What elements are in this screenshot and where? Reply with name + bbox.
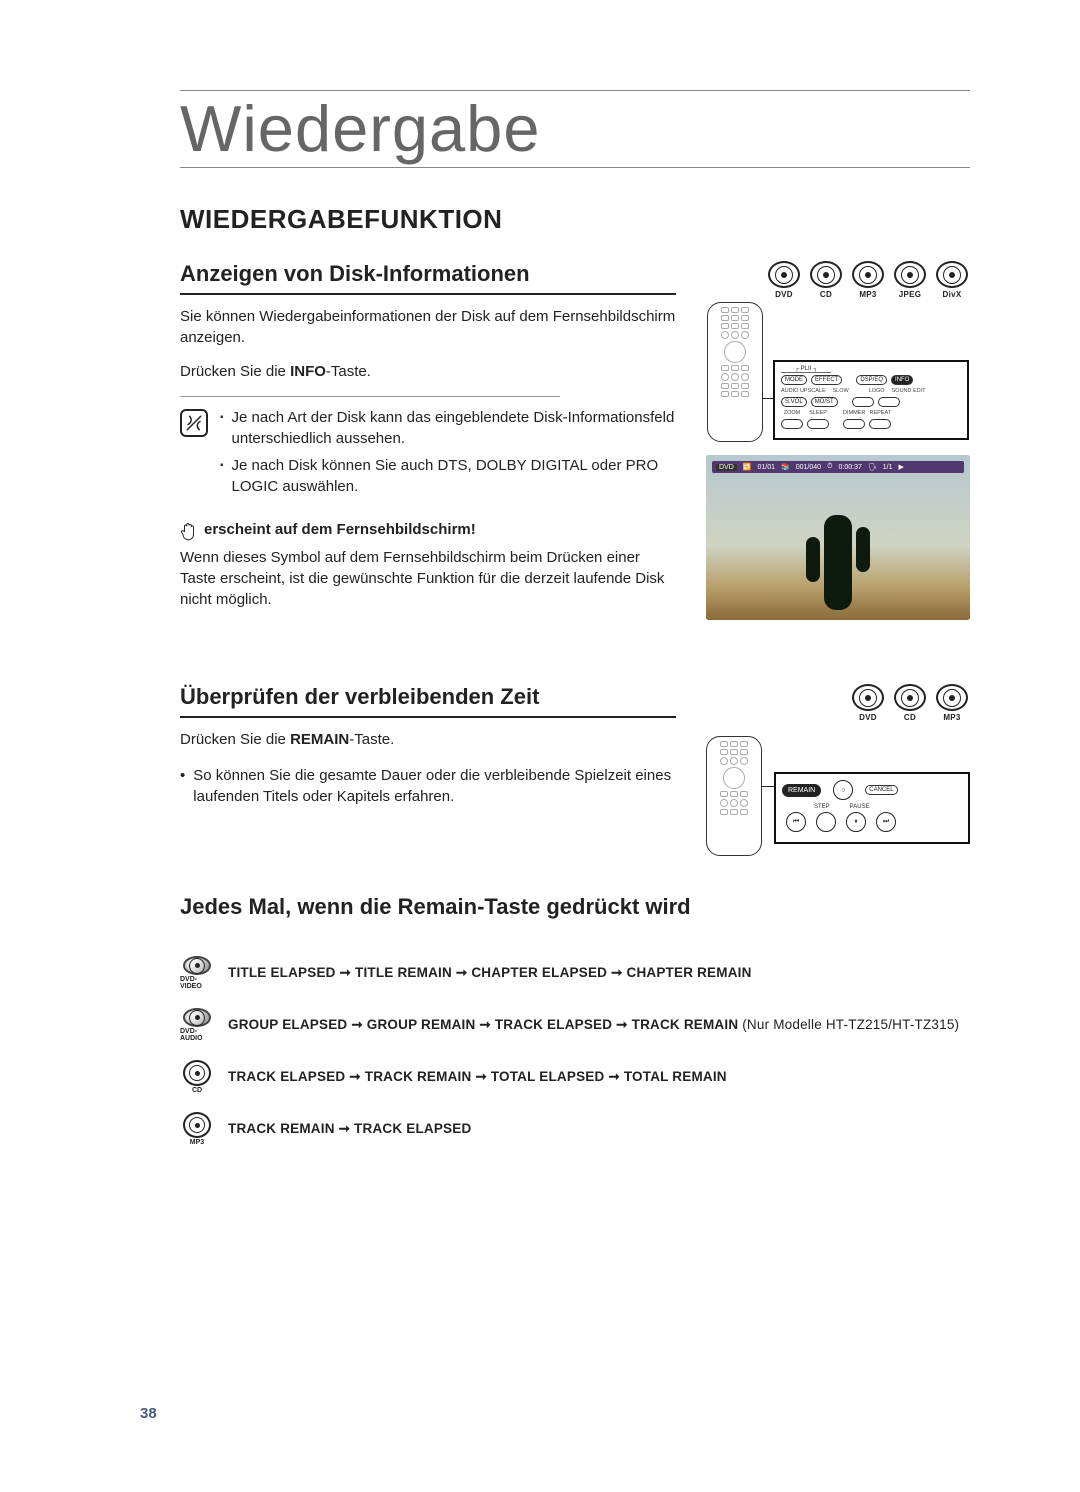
disc-badges-5: DVD CD MP3 JPEG DivX (706, 261, 970, 299)
remain-button-highlight: REMAIN (782, 784, 821, 797)
sub-heading-remain-press: Jedes Mal, wenn die Remain-Taste gedrück… (180, 894, 970, 920)
remote-info-diagram: ┌ PLII ┐ MODE EFFECT DSP/EQ INFO AUDIO U… (706, 301, 970, 451)
seq-row-dvd-video: DVD-VIDEO TITLE ELAPSED ➞ TITLE REMAIN ➞… (180, 956, 970, 990)
sub-heading-disk-info: Anzeigen von Disk-Informationen (180, 261, 676, 287)
tv-preview: DVD 🔁01/01 📚001/040 ⏱0:00:37 🗣1/1▶ (706, 455, 970, 620)
seq-row-dvd-audio: DVD-AUDIO GROUP ELAPSED ➞ GROUP REMAIN ➞… (180, 1008, 970, 1042)
button-callout-remain: REMAIN ○ CANCEL STEP PAUSE ⏮ ⏸ ⏭ (774, 772, 970, 844)
hand-label: erscheint auf dem Fernsehbildschirm! (204, 521, 476, 538)
page-number: 38 (140, 1405, 157, 1422)
remote-remain-diagram: REMAIN ○ CANCEL STEP PAUSE ⏮ ⏸ ⏭ (706, 736, 970, 866)
section-title: WIEDERGABEFUNKTION (180, 204, 970, 235)
intro-text: Sie können Wiedergabeinformationen der D… (180, 307, 676, 348)
sequence-block: DVD-VIDEO TITLE ELAPSED ➞ TITLE REMAIN ➞… (180, 956, 970, 1146)
disc-icon: CD (180, 1060, 214, 1094)
info-button-highlight: INFO (891, 375, 913, 385)
hand-paragraph: Wenn dieses Symbol auf dem Fernsehbildsc… (180, 547, 676, 610)
seq-row-mp3: MP3 TRACK REMAIN ➞ TRACK ELAPSED (180, 1112, 970, 1146)
press-info-line: Drücken Sie die INFO-Taste. (180, 362, 676, 382)
seq-row-cd: CD TRACK ELAPSED ➞ TRACK REMAIN ➞ TOTAL … (180, 1060, 970, 1094)
button-callout-info: ┌ PLII ┐ MODE EFFECT DSP/EQ INFO AUDIO U… (773, 360, 969, 440)
sub-heading-remain: Überprüfen der verbleibenden Zeit (180, 684, 676, 710)
osd-bar: DVD 🔁01/01 📚001/040 ⏱0:00:37 🗣1/1▶ (712, 461, 964, 473)
press-remain-line: Drücken Sie die REMAIN-Taste. (180, 730, 676, 750)
disc-badges-3: DVD CD MP3 (706, 684, 970, 722)
hand-stop-icon (180, 521, 198, 541)
disc-icon: MP3 (180, 1112, 214, 1146)
remain-bullet: So können Sie die gesamte Dauer oder die… (180, 765, 676, 807)
disc-icon: DVD-AUDIO (180, 1008, 214, 1042)
note-list: Je nach Art der Disk kann das eingeblend… (220, 407, 676, 503)
remote-mini-icon (707, 302, 763, 442)
remote-mini-icon (706, 736, 762, 856)
disc-icon: DVD-VIDEO (180, 956, 214, 990)
chapter-title: Wiedergabe (180, 95, 970, 163)
note-icon (180, 409, 208, 437)
